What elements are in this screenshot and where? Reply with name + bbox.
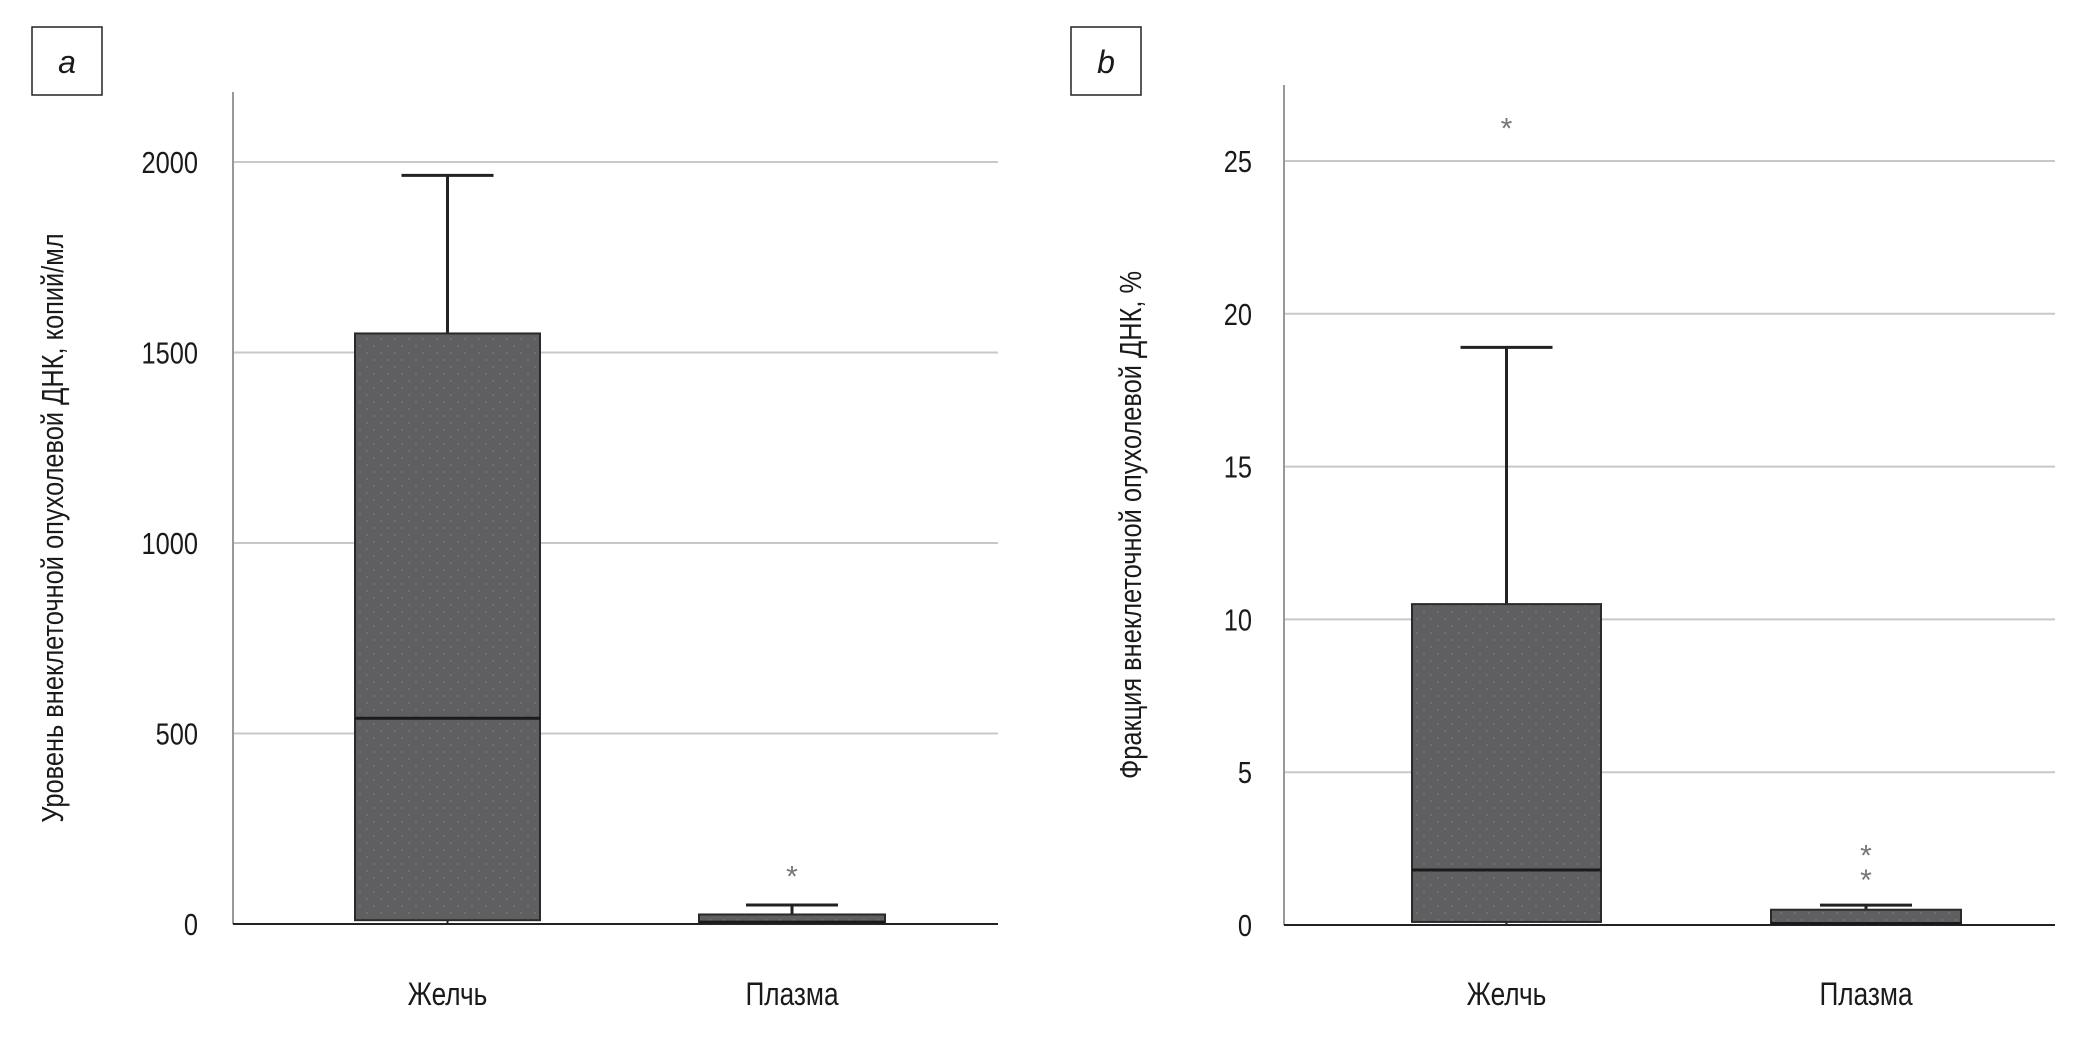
y-tick-label: 0 — [184, 908, 198, 943]
y-axis-label: Фракция внеклеточной опухолевой ДНК, % — [1114, 271, 1149, 779]
y-axis-label: Уровень внеклеточной опухолевой ДНК, коп… — [36, 233, 71, 822]
y-tick-label: 20 — [1224, 297, 1252, 332]
box-iqr — [698, 913, 886, 925]
box-plasma: ** Плазма — [1770, 840, 1962, 1013]
box-plasma: * Плазма — [698, 861, 886, 1013]
y-tick-label: 2000 — [141, 146, 198, 181]
box-iqr — [1411, 603, 1602, 923]
outlier-marker: * — [1860, 840, 1872, 873]
y-tick-label: 10 — [1224, 603, 1252, 638]
y-tick-label: 15 — [1224, 450, 1252, 485]
box-bile: * Желчь — [1411, 112, 1602, 1013]
y-tick-label: 1500 — [141, 336, 198, 371]
y-tick-label: 500 — [156, 717, 198, 752]
x-tick-label: Желчь — [408, 978, 488, 1013]
outlier-marker: * — [1860, 864, 1872, 897]
panel-label-box — [31, 26, 103, 96]
box-iqr — [354, 332, 541, 922]
panel-label: b — [1097, 44, 1115, 80]
y-tick-label: 0 — [1238, 909, 1252, 944]
box-iqr — [1770, 908, 1962, 925]
panel-label-box — [1070, 26, 1142, 96]
outlier-marker: * — [1501, 112, 1513, 145]
panel-label: a — [58, 44, 76, 80]
y-tick-label: 25 — [1224, 145, 1252, 180]
x-tick-label: Плазма — [1819, 978, 1913, 1013]
box-bile: Желчь — [354, 173, 541, 1013]
x-tick-label: Желчь — [1467, 978, 1547, 1013]
outlier-marker: * — [786, 861, 798, 894]
panel-b: b 0 5 10 15 20 25 Фракция внеклеточной опухолев… — [1070, 26, 2055, 1013]
panel-a: a 0 500 1000 1500 2000 Уровень внеклеточной оп… — [31, 26, 998, 1013]
y-tick-label: 1000 — [141, 527, 198, 562]
y-tick-label: 5 — [1238, 756, 1252, 791]
x-tick-label: Плазма — [745, 978, 839, 1013]
